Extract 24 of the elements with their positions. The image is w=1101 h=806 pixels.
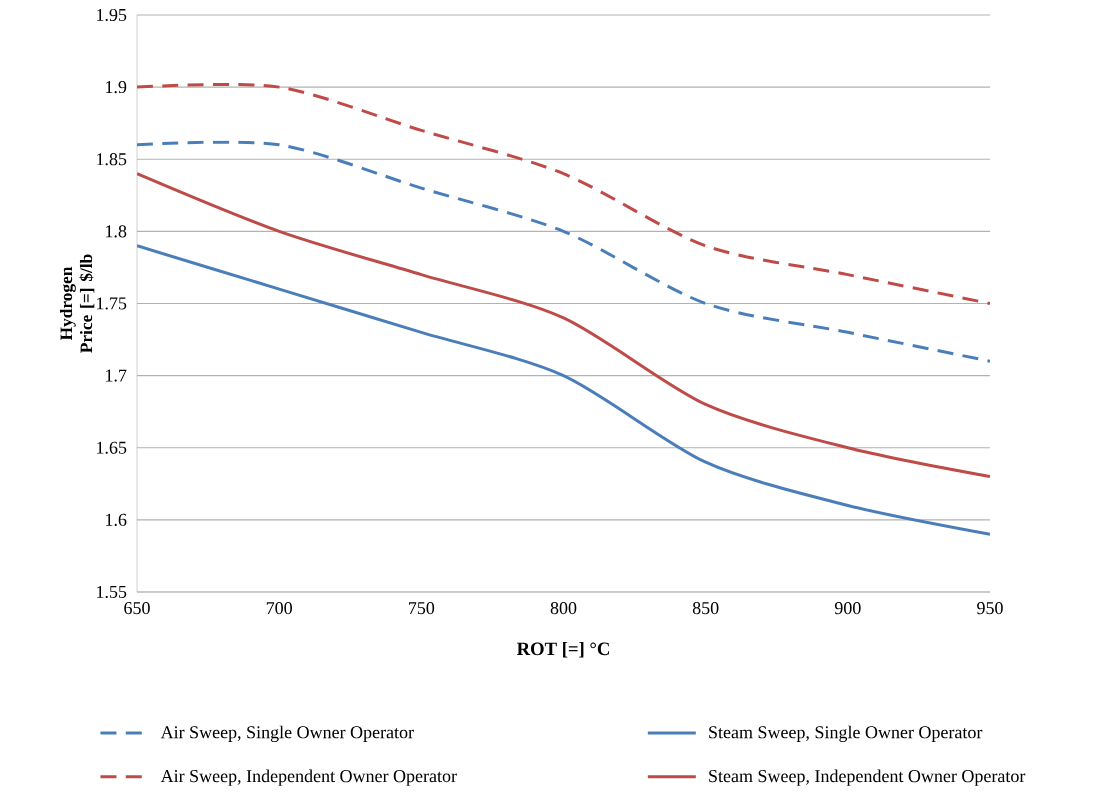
y-tick-label: 1.9 xyxy=(106,81,127,94)
y-tick-label: 1.6 xyxy=(106,513,127,526)
legend-label: Air Sweep, Independent Owner Operator xyxy=(160,769,457,786)
x-tick-label: 750 xyxy=(409,602,435,615)
x-tick-label: 950 xyxy=(977,602,1003,615)
line-series xyxy=(137,172,990,479)
x-tick-label: 850 xyxy=(692,602,719,615)
x-axis-title: ROT [=] °C xyxy=(516,641,609,658)
y-tick-label: 1.55 xyxy=(97,585,127,599)
y-tick-label: 1.75 xyxy=(97,297,127,310)
y-tick-label: 1.8 xyxy=(106,225,127,238)
x-tick-label: 650 xyxy=(124,602,150,615)
y-tick-label: 1.95 xyxy=(97,8,127,22)
y-tick-label: 1.85 xyxy=(97,153,127,166)
legend-label: Air Sweep, Single Owner Operator xyxy=(160,725,414,743)
x-tick-label: 900 xyxy=(834,602,861,615)
y-axis-title: Hydrogen Price [=] $/lb xyxy=(59,254,95,353)
legend-label: Steam Sweep, Single Owner Operator xyxy=(709,725,983,743)
legend-label: Steam Sweep, Independent Owner Operator xyxy=(709,769,1026,786)
x-tick-label: 700 xyxy=(266,602,292,615)
line-series xyxy=(137,244,990,536)
x-tick-label: 800 xyxy=(550,602,577,615)
y-tick-label: 1.7 xyxy=(106,369,127,382)
y-tick-label: 1.65 xyxy=(97,441,127,454)
